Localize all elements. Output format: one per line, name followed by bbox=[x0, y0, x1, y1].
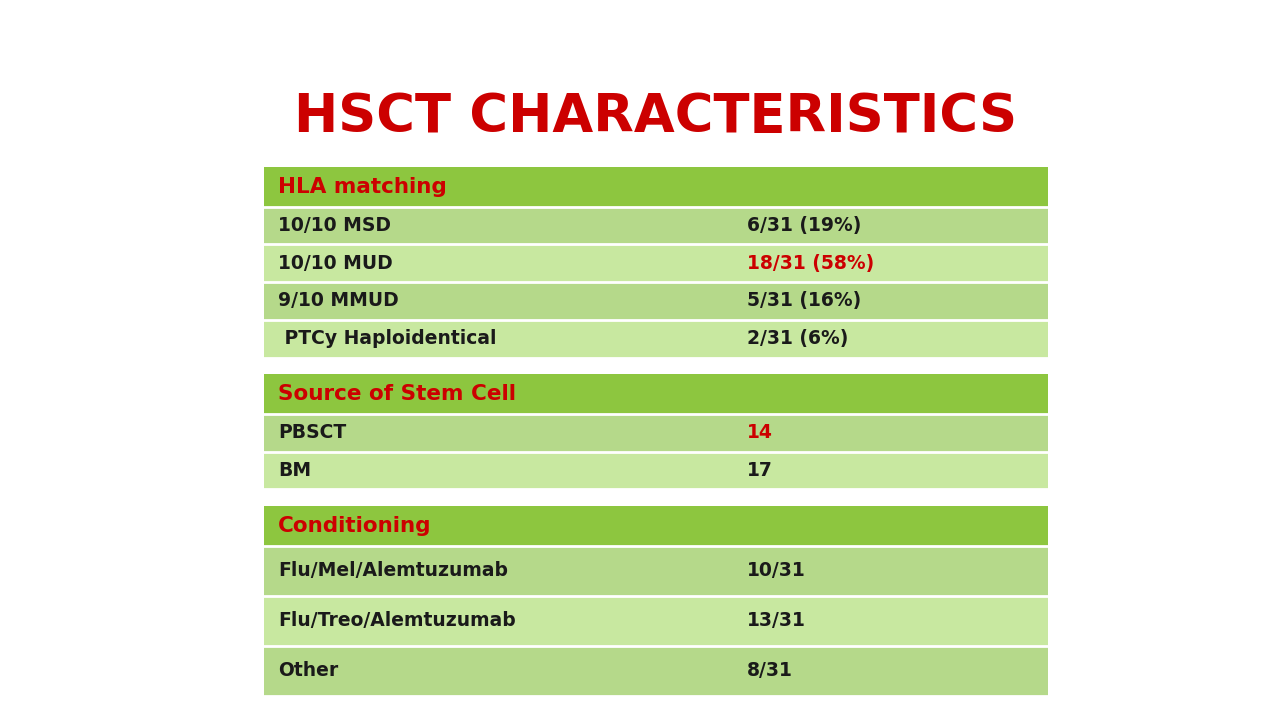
Text: 6/31 (19%): 6/31 (19%) bbox=[748, 216, 861, 235]
Text: Conditioning: Conditioning bbox=[278, 516, 431, 536]
Bar bbox=[264, 244, 1048, 282]
Text: HSCT CHARACTERISTICS: HSCT CHARACTERISTICS bbox=[294, 91, 1018, 143]
Text: 13/31: 13/31 bbox=[748, 611, 806, 630]
Text: Flu/Treo/Alemtuzumab: Flu/Treo/Alemtuzumab bbox=[278, 611, 516, 630]
Bar bbox=[264, 596, 1048, 646]
Text: 8/31: 8/31 bbox=[748, 661, 794, 680]
Bar bbox=[264, 451, 1048, 490]
Bar bbox=[264, 167, 1048, 207]
Text: 10/31: 10/31 bbox=[748, 562, 806, 580]
Text: 14: 14 bbox=[748, 423, 773, 442]
Text: 2/31 (6%): 2/31 (6%) bbox=[748, 329, 849, 348]
Bar bbox=[264, 414, 1048, 451]
Text: 10/10 MUD: 10/10 MUD bbox=[278, 253, 393, 273]
Text: 17: 17 bbox=[748, 461, 773, 480]
Bar bbox=[264, 207, 1048, 244]
Text: PBSCT: PBSCT bbox=[278, 423, 347, 442]
Bar bbox=[264, 546, 1048, 596]
Text: 9/10 MMUD: 9/10 MMUD bbox=[278, 292, 399, 310]
Text: Other: Other bbox=[278, 661, 338, 680]
Bar bbox=[264, 506, 1048, 546]
Bar bbox=[264, 282, 1048, 320]
Text: BM: BM bbox=[278, 461, 311, 480]
Text: Flu/Mel/Alemtuzumab: Flu/Mel/Alemtuzumab bbox=[278, 562, 508, 580]
Text: PTCy Haploidentical: PTCy Haploidentical bbox=[278, 329, 497, 348]
Text: HLA matching: HLA matching bbox=[278, 176, 447, 197]
Text: Source of Stem Cell: Source of Stem Cell bbox=[278, 384, 516, 404]
Text: 10/10 MSD: 10/10 MSD bbox=[278, 216, 392, 235]
Text: 18/31 (58%): 18/31 (58%) bbox=[748, 253, 874, 273]
Bar bbox=[264, 320, 1048, 358]
Text: 5/31 (16%): 5/31 (16%) bbox=[748, 292, 861, 310]
Bar bbox=[264, 646, 1048, 696]
Bar bbox=[264, 374, 1048, 414]
